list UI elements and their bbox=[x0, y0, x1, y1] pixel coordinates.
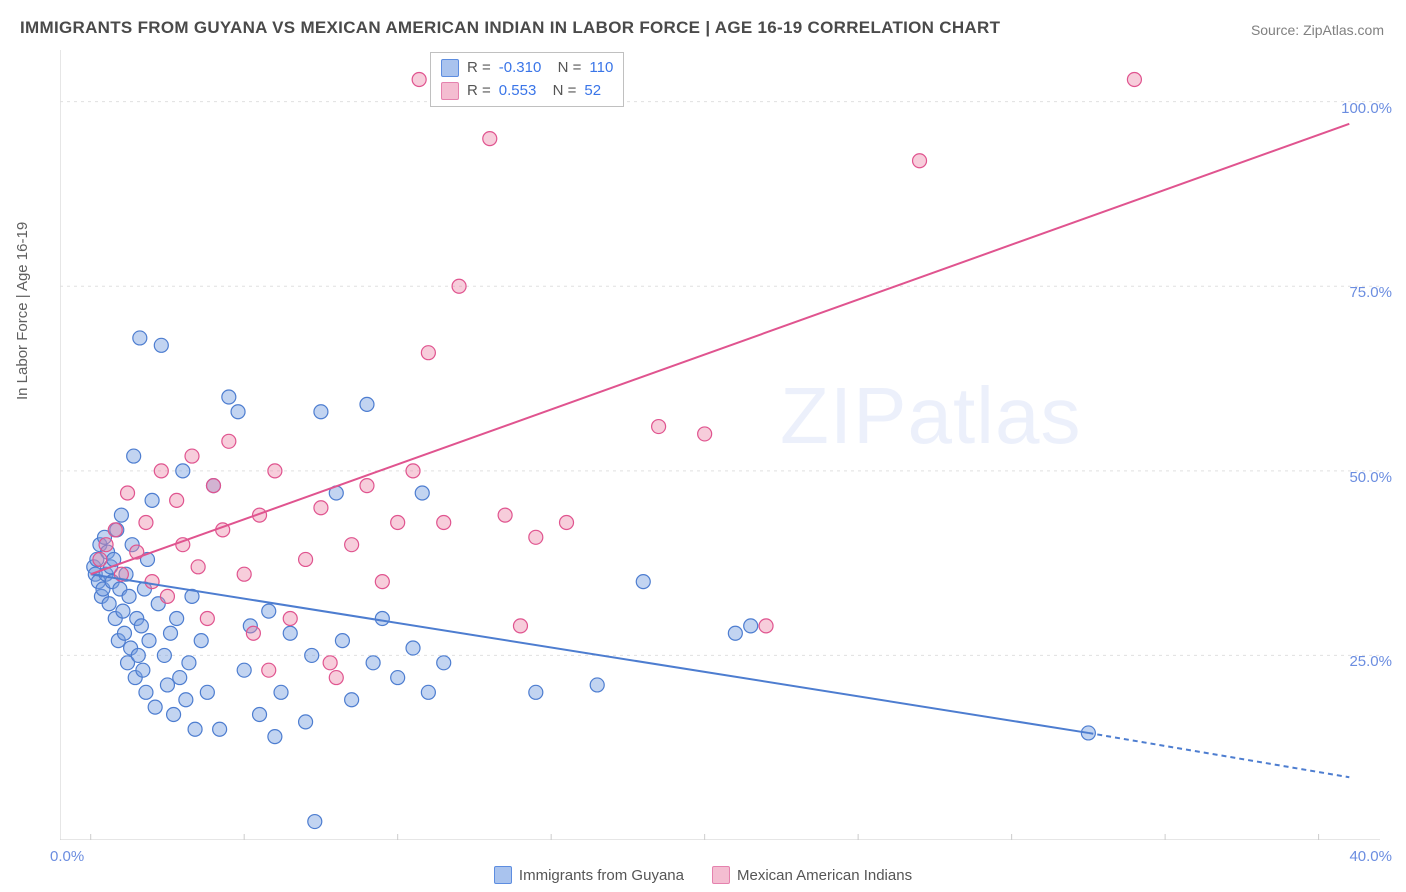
stat-r-value: 0.553 bbox=[499, 80, 537, 103]
stat-r-label: R = bbox=[467, 80, 491, 103]
scatter-plot bbox=[60, 50, 1380, 840]
y-tick-label: 50.0% bbox=[1349, 469, 1392, 486]
legend-swatch-icon bbox=[441, 59, 459, 77]
legend-swatch-icon bbox=[712, 866, 730, 884]
series-legend: Immigrants from Guyana Mexican American I… bbox=[0, 866, 1406, 884]
correlation-legend: R = -0.310 N = 110R = 0.553 N = 52 bbox=[430, 52, 624, 107]
legend-item-label: Mexican American Indians bbox=[737, 867, 912, 884]
stat-n-value: 52 bbox=[584, 80, 601, 103]
stat-n-label: N = bbox=[544, 80, 576, 103]
stat-n-label: N = bbox=[549, 57, 581, 80]
legend-item-label: Immigrants from Guyana bbox=[519, 867, 684, 884]
chart-title: IMMIGRANTS FROM GUYANA VS MEXICAN AMERIC… bbox=[20, 18, 1000, 38]
stat-n-value: 110 bbox=[589, 57, 613, 80]
x-origin-label: 0.0% bbox=[50, 848, 84, 865]
y-tick-label: 100.0% bbox=[1341, 100, 1392, 117]
correlation-row: R = -0.310 N = 110 bbox=[441, 57, 613, 80]
legend-swatch-icon bbox=[441, 82, 459, 100]
y-tick-label: 75.0% bbox=[1349, 284, 1392, 301]
legend-item: Immigrants from Guyana bbox=[494, 866, 684, 884]
stat-r-value: -0.310 bbox=[499, 57, 542, 80]
legend-swatch-icon bbox=[494, 866, 512, 884]
x-end-label: 40.0% bbox=[1349, 848, 1392, 865]
correlation-row: R = 0.553 N = 52 bbox=[441, 80, 613, 103]
stat-r-label: R = bbox=[467, 57, 491, 80]
y-tick-label: 25.0% bbox=[1349, 653, 1392, 670]
legend-item: Mexican American Indians bbox=[712, 866, 912, 884]
y-axis-label: In Labor Force | Age 16-19 bbox=[14, 222, 31, 400]
source-label: Source: ZipAtlas.com bbox=[1251, 22, 1384, 38]
